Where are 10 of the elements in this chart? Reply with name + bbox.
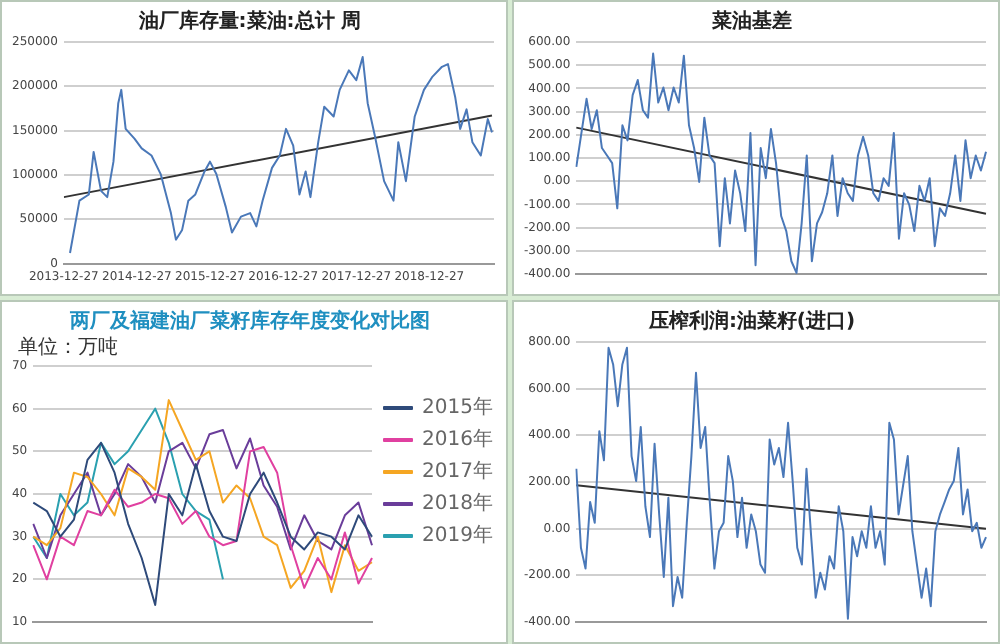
chart-title: 菜油基差: [710, 9, 792, 34]
y-axis-title: 单位：万吨: [18, 335, 118, 360]
legend-label: 2015年: [422, 395, 493, 420]
legend-label: 2018年: [422, 491, 493, 516]
legend-label: 2016年: [422, 427, 493, 452]
chart-title: 压榨利润:油菜籽(进口): [646, 309, 856, 334]
chart-title: 两厂及福建油厂菜籽库存年度变化对比图: [68, 309, 430, 334]
chart-title: 油厂库存量:菜油:总计 周: [136, 9, 362, 34]
legend-label: 2019年: [422, 523, 493, 548]
legend-label: 2017年: [422, 459, 493, 484]
